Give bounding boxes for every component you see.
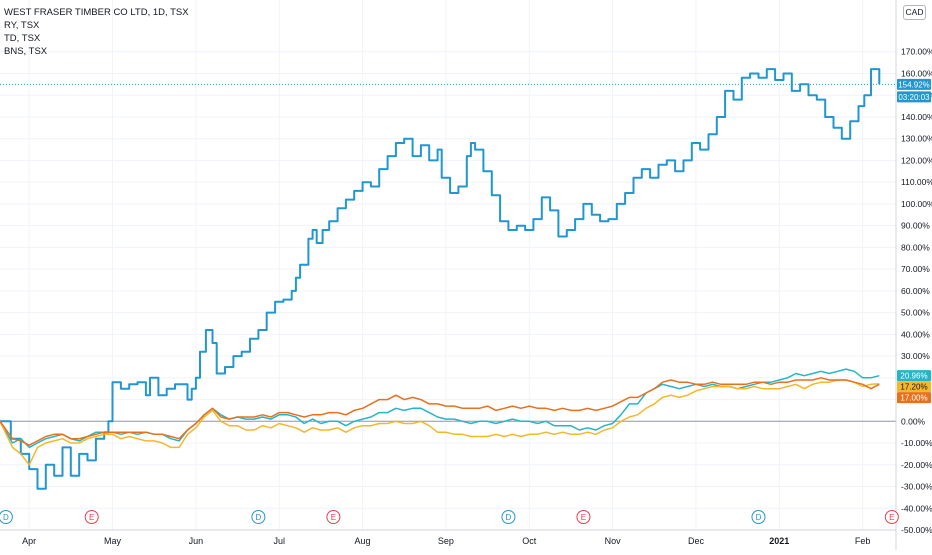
y-tick-label: 70.00% (901, 264, 930, 274)
y-tick-label: -50.00% (901, 525, 932, 535)
dividend-marker-letter: D (506, 513, 512, 522)
y-tick-label: 30.00% (901, 351, 930, 361)
y-tick-label: 90.00% (901, 221, 930, 231)
y-tick-label: 60.00% (901, 286, 930, 296)
y-tick-label: 170.00% (901, 47, 932, 57)
dividend-marker[interactable] (251, 510, 266, 524)
x-tick-label: Aug (355, 536, 371, 546)
y-tick-label: -10.00% (901, 438, 932, 448)
y-tick-label: 130.00% (901, 134, 932, 144)
last-value-label: 20.96% (900, 372, 927, 381)
legend: WEST FRASER TIMBER CO LTD, 1D, TSX RY, T… (4, 6, 189, 58)
x-tick-label: Oct (522, 536, 537, 546)
last-value-badge (897, 370, 931, 382)
series-line-0[interactable] (0, 68, 881, 490)
y-tick-label: 160.00% (901, 68, 932, 78)
earnings-marker[interactable] (84, 510, 99, 524)
earnings-marker-letter: E (889, 513, 894, 522)
earnings-marker-letter: E (331, 513, 336, 522)
dividend-marker-letter: D (255, 513, 261, 522)
y-tick-label: 50.00% (901, 308, 930, 318)
x-tick-label: May (104, 536, 122, 546)
x-tick-label: 2021 (769, 536, 789, 546)
y-tick-label: 40.00% (901, 329, 930, 339)
dividend-marker-letter: D (3, 513, 9, 522)
currency-button[interactable]: CAD (903, 5, 926, 20)
last-value-label: 17.20% (900, 383, 927, 392)
y-tick-label: 80.00% (901, 242, 930, 252)
x-tick-label: Feb (855, 536, 871, 546)
series-line-3[interactable] (0, 377, 880, 446)
y-tick-label: 100.00% (901, 199, 932, 209)
series-line-1[interactable] (0, 368, 880, 449)
y-tick-label: 0.00% (901, 416, 926, 426)
dividend-marker[interactable] (751, 510, 766, 524)
countdown-label: 03:20:03 (898, 93, 930, 102)
x-tick-label: Jun (189, 536, 204, 546)
last-value-badge (897, 392, 931, 404)
earnings-marker[interactable] (576, 510, 591, 524)
legend-series-ry[interactable]: RY, TSX (4, 20, 40, 31)
y-tick-label: -40.00% (901, 503, 932, 513)
legend-series-td[interactable]: TD, TSX (4, 33, 41, 44)
earnings-marker[interactable] (326, 510, 341, 524)
x-tick-label: Nov (605, 536, 622, 546)
x-tick-label: Apr (22, 536, 36, 546)
y-tick-label: 110.00% (901, 177, 932, 187)
legend-title-main[interactable]: WEST FRASER TIMBER CO LTD, 1D, TSX (4, 7, 189, 18)
dividend-marker-letter: D (756, 513, 762, 522)
x-tick-label: Dec (688, 536, 705, 546)
countdown-badge (897, 91, 931, 103)
last-value-badge (897, 381, 931, 393)
y-tick-label: 120.00% (901, 155, 932, 165)
last-value-label: 17.00% (900, 394, 927, 403)
y-tick-label: -20.00% (901, 460, 932, 470)
earnings-marker-letter: E (581, 513, 586, 522)
last-value-label: 154.92% (898, 80, 930, 89)
x-tick-label: Sep (438, 536, 454, 546)
legend-series-bns[interactable]: BNS, TSX (4, 46, 48, 57)
x-tick-label: Jul (273, 536, 285, 546)
earnings-marker-letter: E (89, 513, 94, 522)
y-tick-label: 140.00% (901, 112, 932, 122)
series-line-2[interactable] (0, 379, 880, 466)
y-tick-label: -30.00% (901, 482, 932, 492)
dividend-marker[interactable] (0, 510, 13, 524)
earnings-marker[interactable] (884, 510, 899, 524)
dividend-marker[interactable] (501, 510, 516, 524)
last-value-badge (897, 78, 931, 90)
